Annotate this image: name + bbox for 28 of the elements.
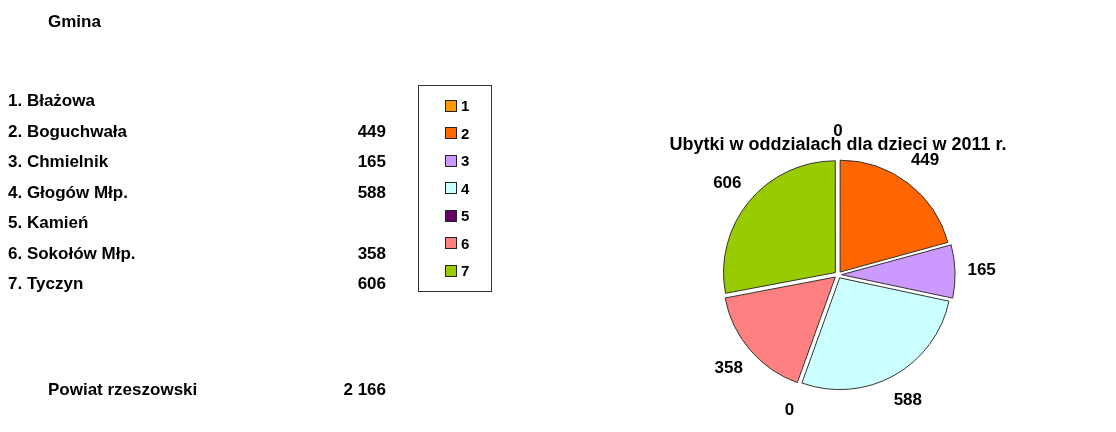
category-label: Powiat rzeszowski	[48, 380, 198, 400]
legend-label: 2	[461, 124, 470, 142]
data-label: 449	[910, 150, 940, 170]
text: 358	[357, 243, 386, 263]
category-label: 7. Tyczyn	[8, 274, 84, 294]
legend-label: 3	[461, 152, 470, 170]
data-label: 606	[713, 172, 742, 192]
text: 606	[357, 274, 386, 293]
category-label: 3. Chmielnik	[8, 152, 109, 172]
legend-label: 7	[461, 262, 470, 280]
text: 2 166	[343, 380, 386, 399]
category-label: 4. Głogów Młp.	[8, 182, 128, 203]
text: 449	[357, 121, 386, 141]
category-label: 6. Sokołów Młp.	[8, 243, 136, 264]
data-label: 165	[967, 260, 996, 280]
category-label: 5. Kamień	[8, 213, 89, 233]
data-label: 358	[714, 357, 743, 377]
legend-label: 1	[461, 97, 470, 115]
category-label: 1. Błażowa	[8, 91, 95, 111]
data-label: 588	[893, 390, 923, 410]
legend-label: 6	[461, 234, 470, 252]
text: Gmina	[48, 12, 101, 32]
text: 165	[357, 152, 386, 171]
legend-label: 5	[461, 207, 470, 225]
text: 588	[357, 182, 386, 202]
legend-label: 4	[461, 179, 470, 197]
text: 0	[784, 399, 795, 419]
category-label: 2. Boguchwała	[8, 121, 128, 142]
